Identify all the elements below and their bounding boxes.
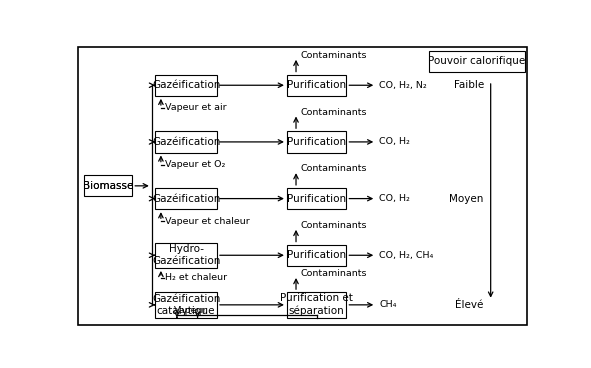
FancyBboxPatch shape: [287, 75, 346, 96]
Text: Vapeur et chaleur: Vapeur et chaleur: [165, 217, 250, 226]
Text: Élevé: Élevé: [456, 300, 484, 310]
FancyBboxPatch shape: [155, 75, 217, 96]
Text: Gazéification: Gazéification: [152, 194, 220, 204]
FancyBboxPatch shape: [155, 292, 217, 318]
FancyBboxPatch shape: [287, 188, 346, 209]
Text: Purification: Purification: [287, 194, 346, 204]
FancyBboxPatch shape: [287, 131, 346, 153]
Text: Vapeur et O₂: Vapeur et O₂: [165, 160, 226, 169]
Text: Biomasse: Biomasse: [83, 181, 134, 191]
Text: Biomasse: Biomasse: [83, 181, 134, 191]
FancyBboxPatch shape: [287, 245, 346, 266]
Text: Contaminants: Contaminants: [301, 269, 367, 278]
Text: Pouvoir calorifique: Pouvoir calorifique: [428, 56, 525, 66]
FancyBboxPatch shape: [79, 47, 527, 325]
Text: CO, H₂: CO, H₂: [379, 194, 410, 203]
Text: Purification et
séparation: Purification et séparation: [280, 293, 353, 316]
Text: Hydro-
Gazéification: Hydro- Gazéification: [152, 244, 220, 266]
Text: CH₄: CH₄: [379, 300, 397, 309]
FancyBboxPatch shape: [155, 188, 217, 209]
Text: Contaminants: Contaminants: [301, 51, 367, 60]
FancyBboxPatch shape: [155, 131, 217, 153]
Text: Faible: Faible: [453, 80, 484, 90]
Text: Purification: Purification: [287, 80, 346, 90]
Text: Gazéification
catalytique: Gazéification catalytique: [152, 294, 220, 316]
Text: Contaminants: Contaminants: [301, 221, 367, 230]
Text: H₂ et chaleur: H₂ et chaleur: [165, 273, 228, 282]
FancyBboxPatch shape: [155, 243, 217, 268]
Text: Purification: Purification: [287, 250, 346, 260]
FancyBboxPatch shape: [84, 175, 132, 197]
Text: Vapeur: Vapeur: [174, 306, 207, 315]
Text: CO, H₂, CH₄: CO, H₂, CH₄: [379, 251, 434, 260]
Text: Contaminants: Contaminants: [301, 164, 367, 173]
Text: Moyen: Moyen: [449, 194, 484, 204]
Text: Gazéification: Gazéification: [152, 80, 220, 90]
FancyBboxPatch shape: [287, 292, 346, 318]
Text: CO, H₂, N₂: CO, H₂, N₂: [379, 81, 427, 90]
Text: Gazéification: Gazéification: [152, 137, 220, 147]
Text: CO, H₂: CO, H₂: [379, 137, 410, 146]
FancyBboxPatch shape: [429, 50, 525, 72]
Text: Purification: Purification: [287, 137, 346, 147]
Text: Contaminants: Contaminants: [301, 108, 367, 117]
Text: Vapeur et air: Vapeur et air: [165, 103, 227, 112]
